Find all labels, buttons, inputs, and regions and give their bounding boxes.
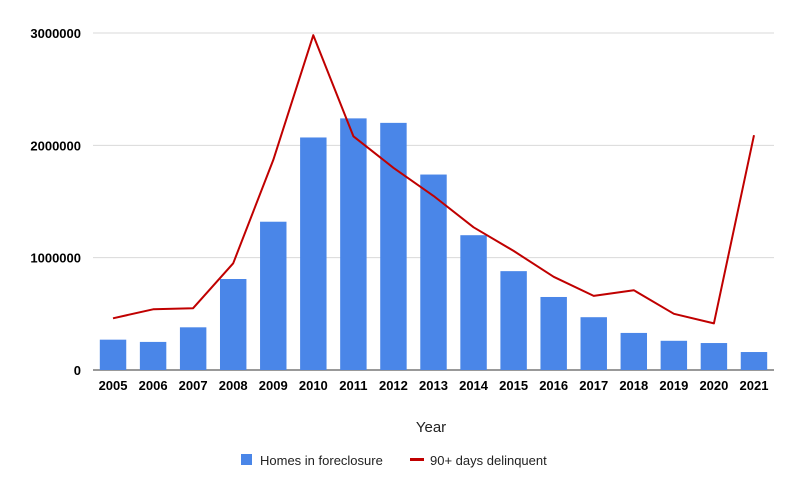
bar-2016 [540,296,567,370]
x-tick-label-2020: 2020 [699,378,728,393]
bar-2014 [460,235,487,370]
bar-2010 [300,137,327,370]
x-tick-label-2019: 2019 [659,378,688,393]
legend-label-homes-in-foreclosure: Homes in foreclosure [260,453,383,468]
line-90-days-delinquent [112,34,755,325]
bar-2005 [99,339,127,370]
x-tick-label-2011: 2011 [339,378,367,393]
x-axis-ticks: 2005 2006 2007 2008 2009 2010 2011 2012 2013 2014… [99,378,769,393]
bar-2018 [620,332,648,370]
legend-swatch-homes-in-foreclosure [241,454,252,465]
bar-2017 [580,317,607,370]
x-tick-label-2021: 2021 [740,378,769,393]
x-axis-title: Year [416,419,446,436]
y-axis-ticks: 0 1000000 2000000 3000000 [30,26,81,378]
bar-2009 [260,221,287,370]
x-tick-label-2014: 2014 [459,378,489,393]
line-series-90-days-delinquent [112,34,755,325]
bar-2013 [420,174,447,370]
bar-2015 [500,271,527,370]
x-tick-label-2016: 2016 [539,378,568,393]
bar-2021 [740,352,768,370]
x-tick-label-2009: 2009 [259,378,288,393]
bar-2020 [700,343,728,370]
x-tick-label-2015: 2015 [499,378,528,393]
bar-2011 [340,118,367,370]
x-tick-label-2007: 2007 [179,378,208,393]
x-tick-label-2018: 2018 [619,378,648,393]
bar-2012 [380,122,407,370]
y-tick-label-0: 0 [74,363,81,378]
bar-2006 [139,341,167,370]
x-tick-label-2013: 2013 [419,378,448,393]
x-tick-label-2006: 2006 [139,378,168,393]
bar-series-homes-in-foreclosure [99,118,768,370]
x-tick-label-2008: 2008 [219,378,248,393]
legend-swatch-90-days-delinquent [410,458,424,461]
x-tick-label-2012: 2012 [379,378,408,393]
bar-2019 [660,340,688,370]
y-tick-label-1: 1000000 [30,251,81,266]
x-tick-label-2017: 2017 [579,378,608,393]
y-tick-label-2: 2000000 [30,138,81,153]
bar-2007 [179,327,207,370]
y-tick-label-3: 3000000 [30,26,81,41]
bar-2008 [219,279,247,370]
x-tick-label-2010: 2010 [299,378,328,393]
x-tick-label-2005: 2005 [99,378,128,393]
legend-label-90-days-delinquent: 90+ days delinquent [430,453,547,468]
legend: Homes in foreclosure 90+ days delinquent [241,453,547,468]
